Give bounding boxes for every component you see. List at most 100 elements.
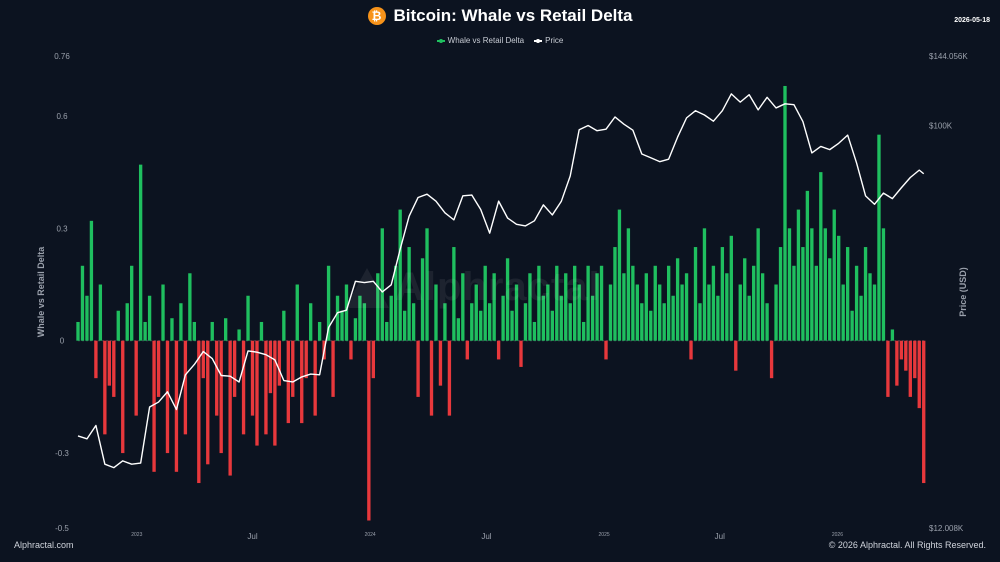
delta-bar (228, 340, 232, 476)
delta-bar (863, 247, 868, 341)
delta-bar (474, 284, 478, 341)
delta-bar (465, 340, 469, 360)
bitcoin-icon: ₿ (367, 7, 386, 25)
delta-bar (608, 284, 613, 341)
delta-bar (890, 329, 895, 341)
delta-bar (434, 284, 438, 341)
delta-bar (917, 340, 921, 409)
x-tick-label: 2023 (131, 532, 142, 538)
delta-bar (237, 329, 241, 341)
delta-bar (223, 318, 228, 341)
delta-bar (729, 235, 733, 341)
delta-bar (161, 284, 165, 341)
delta-bar (595, 273, 599, 341)
delta-bar (756, 228, 760, 341)
delta-bar (743, 258, 747, 341)
delta-bar (599, 265, 604, 341)
delta-bar (581, 321, 586, 341)
delta-bar (716, 295, 720, 341)
delta-bar (886, 340, 890, 397)
delta-bar (492, 273, 496, 341)
delta-bar (653, 265, 657, 341)
delta-bar (702, 228, 707, 341)
y-tick-label: -0.5 (55, 524, 69, 533)
delta-bar (801, 247, 805, 341)
delta-bar (273, 340, 277, 446)
delta-bar (80, 265, 85, 341)
y2-tick-label: $100K (929, 121, 953, 130)
delta-bar (402, 310, 407, 341)
delta-bar (590, 295, 595, 341)
delta-bar (922, 340, 926, 484)
delta-bar (344, 284, 349, 341)
delta-bar (138, 164, 143, 341)
delta-bar (850, 310, 854, 341)
delta-bar (438, 340, 443, 386)
delta-bar (573, 265, 577, 341)
delta-bar (255, 340, 259, 446)
delta-bar (192, 321, 197, 341)
delta-bar (747, 295, 751, 341)
delta-bar (555, 265, 559, 341)
y2-tick-label: $12.008K (929, 524, 964, 533)
legend-item-delta[interactable]: Whale vs Retail Delta (436, 36, 524, 45)
delta-bar (125, 303, 129, 341)
x-axis: 2023 Jul 2024 Jul 2025 Jul 2026 (131, 532, 843, 541)
delta-bar (76, 321, 80, 341)
legend-swatch-price (534, 38, 543, 43)
delta-bar (488, 303, 492, 341)
delta-bar (165, 340, 170, 454)
y2-tick-label: $144.056K (929, 52, 968, 61)
delta-bar (796, 209, 801, 341)
delta-bar (577, 284, 581, 341)
delta-bar (197, 340, 201, 484)
delta-bar (568, 303, 572, 341)
delta-bar (452, 247, 456, 341)
delta-bar (859, 295, 863, 341)
delta-bar (170, 318, 174, 341)
y-tick-label: 0 (60, 337, 65, 346)
delta-bar (774, 284, 778, 341)
delta-bar (626, 228, 631, 341)
delta-bar (398, 209, 402, 341)
y-tick-label: 0.6 (56, 112, 68, 121)
delta-bar (819, 172, 823, 341)
delta-bar (680, 284, 684, 341)
delta-bar (640, 303, 644, 341)
source-link[interactable]: Alphractal.com (14, 540, 74, 550)
x-tick-label: 2024 (365, 532, 376, 538)
x-tick-label: Jul (715, 532, 725, 541)
delta-bar (792, 265, 796, 341)
delta-bar (895, 340, 899, 386)
delta-bars (76, 85, 926, 521)
delta-bar (331, 340, 335, 397)
legend-item-price[interactable]: Price (534, 36, 563, 45)
delta-bar (85, 295, 89, 341)
delta-bar (420, 258, 425, 341)
delta-bar (510, 310, 514, 341)
delta-bar (411, 303, 416, 341)
delta-bar (143, 321, 147, 341)
delta-bar (649, 310, 653, 341)
delta-bar (335, 295, 340, 341)
delta-bar (666, 265, 671, 341)
delta-bar (532, 321, 537, 341)
delta-bar (456, 318, 461, 341)
delta-bar (837, 235, 841, 341)
delta-bar (778, 247, 783, 341)
x-tick-label: 2025 (599, 532, 610, 538)
y-axis-left: 0.76 0.6 0.3 0 -0.3 -0.5 (54, 52, 70, 533)
delta-bar (116, 310, 120, 341)
delta-bar (707, 284, 711, 341)
delta-bar (179, 303, 183, 341)
delta-bar (881, 228, 886, 341)
delta-bar (94, 340, 98, 379)
delta-bar (738, 284, 742, 341)
delta-bar (868, 273, 872, 341)
delta-bar (711, 265, 716, 341)
legend-label-price: Price (545, 36, 564, 45)
delta-bar (470, 303, 474, 341)
y-axis-right: $144.056K $100K $12.008K (929, 52, 968, 533)
chart-header: ₿ Bitcoin: Whale vs Retail Delta (0, 6, 1000, 26)
